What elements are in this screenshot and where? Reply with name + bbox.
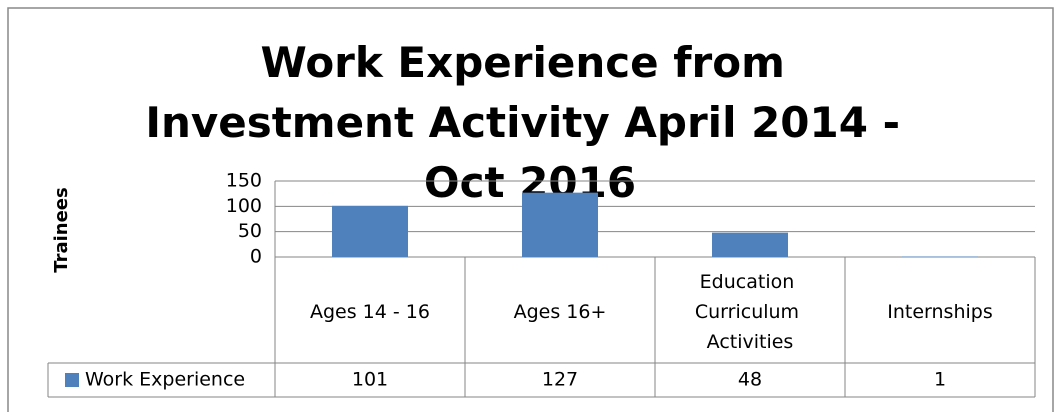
table-value: 101: [352, 369, 388, 391]
x-tick-label: Ages 16+: [514, 301, 607, 323]
legend-label: Work Experience: [85, 369, 245, 391]
x-tick-label: Internships: [887, 301, 992, 323]
legend-key: [65, 373, 79, 387]
table-value: 48: [738, 369, 762, 391]
y-tick-label: 100: [226, 195, 262, 217]
bar: [522, 192, 598, 257]
y-tick-label: 50: [238, 220, 262, 242]
bar: [332, 205, 408, 257]
chart-title: Work Experience from Investment Activity…: [145, 38, 914, 207]
x-tick-label: Education Curriculum Activities: [695, 271, 805, 353]
table-value: 127: [542, 369, 578, 391]
bar: [712, 232, 788, 257]
y-axis-label: Trainees: [51, 187, 72, 272]
table-value: 1: [934, 369, 946, 391]
y-tick-label: 0: [250, 246, 262, 268]
bar: [902, 256, 978, 257]
x-tick-label: Ages 14 - 16: [310, 301, 430, 323]
y-tick-label: 150: [226, 170, 262, 192]
